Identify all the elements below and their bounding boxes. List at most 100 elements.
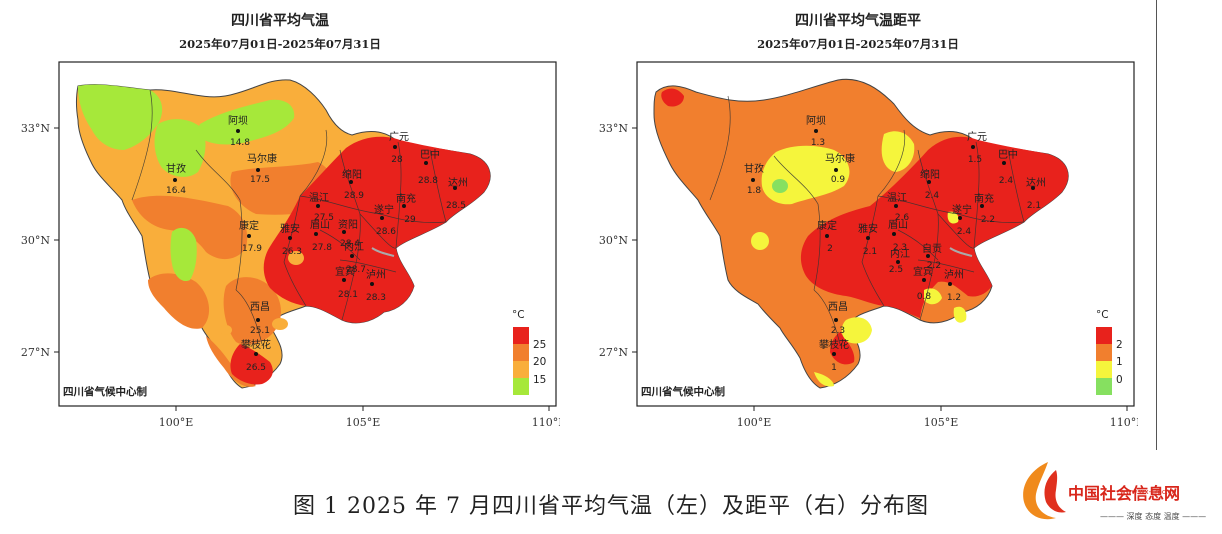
right-map-legend: °C 2 1 0 (1096, 309, 1123, 395)
left-temperature-field (76, 79, 491, 389)
city-value: 2.1 (863, 247, 877, 257)
city-name: 南充 (396, 192, 416, 205)
city-value: 17.5 (250, 175, 270, 185)
city-value: 1.2 (947, 293, 961, 303)
city-marker: 泸州 28.3 (366, 269, 386, 303)
city-name: 雅安 (280, 222, 300, 235)
city-marker: 攀枝花 26.5 (241, 338, 271, 373)
city-marker: 雅安 2.1 (858, 222, 878, 257)
city-name: 康定 (817, 219, 837, 232)
city-name: 康定 (239, 219, 259, 232)
city-marker: 西昌 25.1 (250, 301, 270, 336)
city-marker: 雅安 26.3 (280, 222, 302, 257)
left-lon-label-105: 105°E (346, 416, 381, 429)
city-name: 阿坝 (806, 115, 826, 127)
right-lat-label-33: 33°N (599, 122, 628, 135)
legend-swatch (1096, 327, 1112, 344)
site-logo: 中国社会信息网 www.wx-cmc.cn ——— 深度 态度 温度 ——— (1012, 456, 1222, 534)
city-value: 28.8 (418, 176, 438, 186)
city-marker: 遂宁 28.6 (374, 203, 396, 237)
city-marker: 南充 29 (396, 192, 416, 225)
city-value: 28.4 (340, 239, 360, 249)
city-name: 眉山 (888, 219, 908, 231)
page-divider-line (1156, 0, 1157, 450)
logo-slogan: ——— 深度 态度 温度 ——— (1100, 512, 1207, 521)
city-value: 16.4 (166, 186, 186, 196)
city-value: 28.1 (338, 290, 358, 300)
city-marker: 甘孜 1.8 (744, 162, 764, 196)
city-marker: 宜宾 0.8 (913, 265, 933, 302)
flame-logo-icon (1023, 462, 1066, 520)
legend-swatch (1096, 344, 1112, 361)
left-lon-label-110: 110°E (532, 416, 560, 429)
city-marker: 绵阳 2.4 (920, 168, 940, 201)
city-value: 17.9 (242, 244, 262, 254)
right-lat-label-30: 30°N (599, 234, 628, 247)
city-name: 宜宾 (913, 265, 933, 278)
right-map-credit: 四川省气候中心制 (641, 385, 725, 398)
city-name: 绵阳 (342, 168, 362, 181)
city-name: 马尔康 (247, 152, 277, 165)
city-marker: 内江 2.5 (889, 247, 910, 275)
legend-swatch (513, 361, 529, 378)
legend-label: 25 (533, 339, 546, 351)
city-value: 26.3 (282, 247, 302, 257)
city-name: 资阳 (338, 219, 358, 231)
city-marker: 康定 2 (817, 219, 837, 254)
right-lon-label-105: 105°E (924, 416, 959, 429)
legend-label: 0 (1116, 374, 1123, 386)
city-name: 甘孜 (166, 162, 186, 175)
city-name: 内江 (890, 247, 910, 260)
city-marker: 温江 2.6 (887, 192, 909, 223)
left-map-credit: 四川省气候中心制 (63, 385, 147, 398)
city-value: 1 (831, 363, 837, 373)
city-marker: 马尔康 0.9 (825, 152, 855, 185)
city-name: 攀枝花 (819, 338, 849, 351)
city-marker: 攀枝花 1 (819, 338, 849, 373)
city-name: 马尔康 (825, 152, 855, 165)
left-map-subtitle: 2025年07月01日-2025年07月31日 (179, 37, 381, 51)
city-value: 2.4 (999, 176, 1014, 186)
city-value: 27.8 (312, 243, 332, 253)
left-map-axes (54, 127, 550, 411)
left-map-title: 四川省平均气温 (231, 13, 329, 29)
left-map-svg: 33°N 30°N 27°N 100°E 105°E 110°E 阿坝 14.8 … (21, 61, 560, 429)
right-map-axes (632, 127, 1128, 411)
city-marker: 达州 2.1 (1026, 177, 1046, 211)
city-name: 达州 (448, 177, 468, 189)
city-value: 29 (404, 215, 416, 225)
city-value: 2.5 (889, 265, 903, 275)
city-marker: 宜宾 28.1 (335, 265, 358, 300)
city-name: 阿坝 (228, 115, 248, 127)
city-value: 2.6 (895, 213, 910, 223)
legend-swatch (513, 344, 529, 361)
city-name: 温江 (887, 192, 907, 204)
city-value: 2.3 (893, 243, 907, 253)
left-map-legend: °C 25 20 15 (512, 309, 546, 395)
city-marker: 内江 28.7 (344, 240, 366, 275)
legend-label: 15 (533, 374, 546, 386)
city-name: 西昌 (250, 301, 270, 313)
city-marker: 巴中 2.4 (998, 148, 1018, 186)
right-map-panel: 四川省平均气温距平 2025年07月01日-2025年07月31日 (578, 0, 1138, 440)
right-lon-label-110: 110°E (1110, 416, 1138, 429)
city-marker: 达州 28.5 (446, 177, 468, 211)
city-value: 2.4 (925, 191, 940, 201)
city-value: 1.8 (747, 186, 762, 196)
city-name: 广元 (967, 131, 987, 143)
city-marker: 遂宁 2.4 (952, 203, 972, 237)
legend-swatch (1096, 378, 1112, 395)
city-name: 遂宁 (374, 203, 394, 216)
right-lat-label-27: 27°N (599, 346, 628, 359)
city-name: 宜宾 (335, 265, 355, 278)
city-name: 雅安 (858, 222, 878, 235)
city-marker: 西昌 2.3 (828, 301, 848, 336)
city-name: 泸州 (944, 269, 964, 281)
city-value: 28.3 (366, 293, 386, 303)
city-value: 14.8 (230, 138, 250, 148)
city-marker: 康定 17.9 (239, 219, 262, 254)
legend-label: 20 (533, 356, 546, 368)
city-value: 1.5 (968, 155, 982, 165)
logo-name: 中国社会信息网 (1068, 484, 1181, 503)
